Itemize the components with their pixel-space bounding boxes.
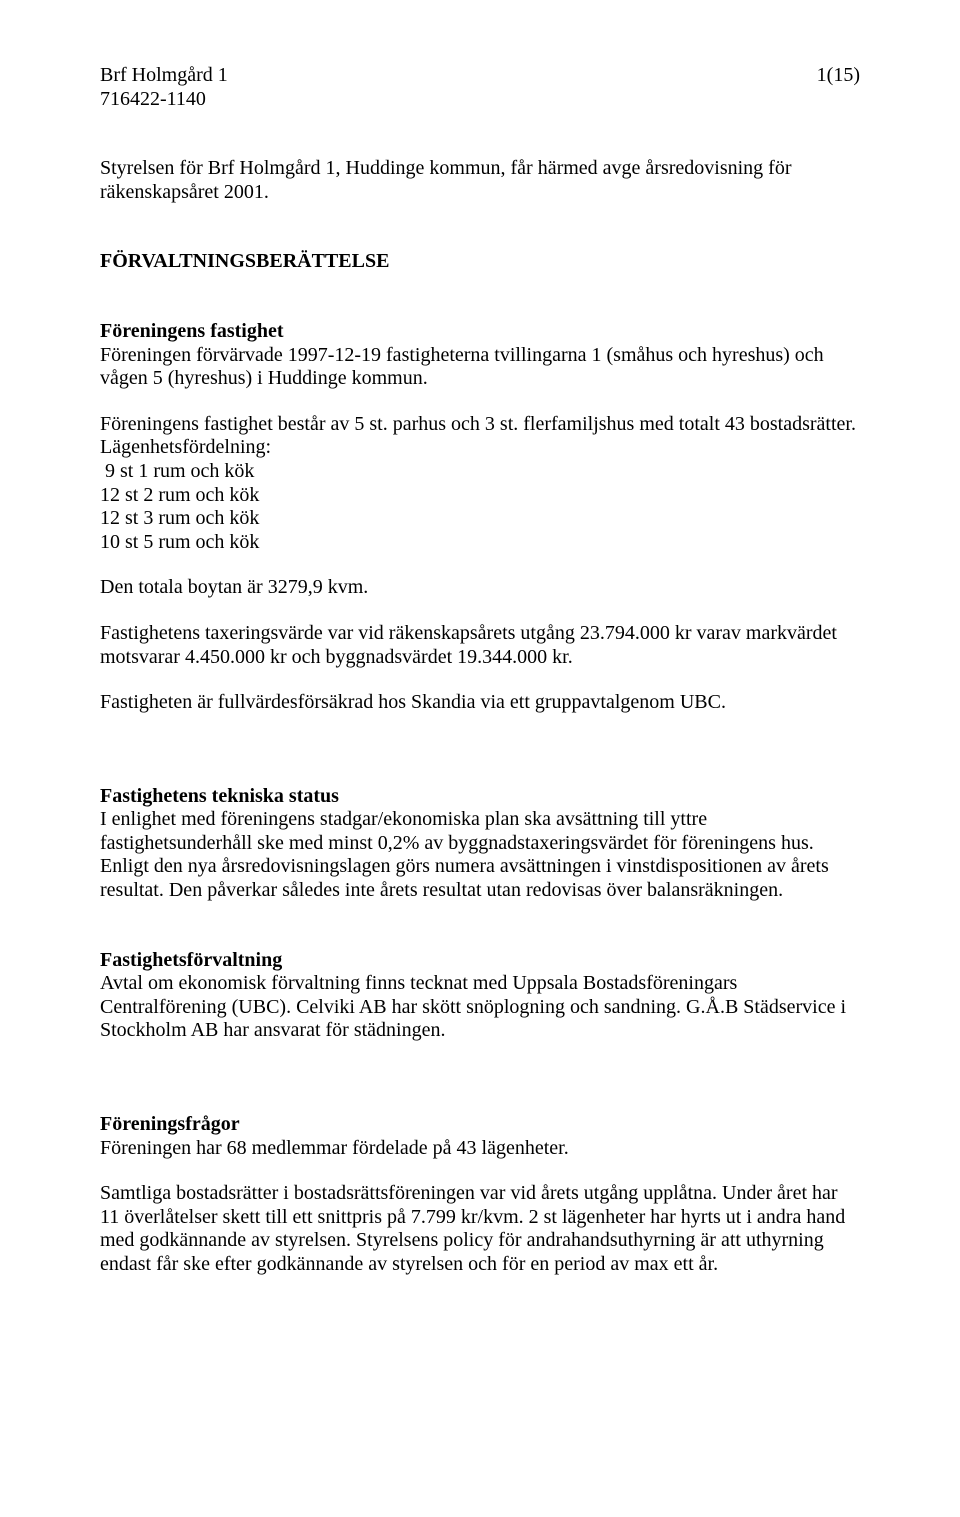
list-item: 10 st 5 rum och kök — [100, 531, 860, 555]
section-foreningsfragor-p1: Föreningen har 68 medlemmar fördelade på… — [100, 1137, 860, 1161]
section-fastighet-p6: Fastigheten är fullvärdesförsäkrad hos S… — [100, 691, 860, 715]
section-fastighet-block3: Den totala boytan är 3279,9 kvm. — [100, 576, 860, 600]
org-block: Brf Holmgård 1 716422-1140 — [100, 64, 228, 111]
section-fastighet-p5: Fastighetens taxeringsvärde var vid räke… — [100, 622, 860, 669]
section-foreningsfragor: Föreningsfrågor Föreningen har 68 medlem… — [100, 1113, 860, 1160]
section-forvaltning: Fastighetsförvaltning Avtal om ekonomisk… — [100, 949, 860, 1043]
section-foreningsfragor-heading: Föreningsfrågor — [100, 1113, 860, 1137]
section-fastighet-p1: Föreningen förvärvade 1997-12-19 fastigh… — [100, 344, 860, 391]
section-teknisk: Fastighetens tekniska status I enlighet … — [100, 785, 860, 903]
list-item: 9 st 1 rum och kök — [100, 460, 860, 484]
main-heading-block: FÖRVALTNINGSBERÄTTELSE — [100, 250, 860, 274]
section-fastighet: Föreningens fastighet Föreningen förvärv… — [100, 320, 860, 391]
org-number: 716422-1140 — [100, 88, 228, 112]
section-fastighet-p3: Lägenhetsfördelning: — [100, 436, 860, 460]
page-header: Brf Holmgård 1 716422-1140 1(15) — [100, 64, 860, 111]
list-item: 12 st 3 rum och kök — [100, 507, 860, 531]
section-teknisk-p1: I enlighet med föreningens stadgar/ekono… — [100, 808, 860, 902]
section-fastighet-p4: Den totala boytan är 3279,9 kvm. — [100, 576, 860, 600]
list-item: 12 st 2 rum och kök — [100, 484, 860, 508]
section-fastighet-block4: Fastighetens taxeringsvärde var vid räke… — [100, 622, 860, 669]
section-forvaltning-p1: Avtal om ekonomisk förvaltning finns tec… — [100, 972, 860, 1043]
section-fastighet-block5: Fastigheten är fullvärdesförsäkrad hos S… — [100, 691, 860, 715]
apartment-list: 9 st 1 rum och kök 12 st 2 rum och kök 1… — [100, 460, 860, 554]
intro-text: Styrelsen för Brf Holmgård 1, Huddinge k… — [100, 157, 860, 204]
section-foreningsfragor-p2: Samtliga bostadsrätter i bostadsrättsför… — [100, 1182, 860, 1276]
page-indicator: 1(15) — [817, 64, 860, 111]
section-fastighet-block2: Föreningens fastighet består av 5 st. pa… — [100, 413, 860, 555]
section-forvaltning-heading: Fastighetsförvaltning — [100, 949, 860, 973]
section-teknisk-heading: Fastighetens tekniska status — [100, 785, 860, 809]
section-foreningsfragor-block2: Samtliga bostadsrätter i bostadsrättsför… — [100, 1182, 860, 1276]
intro-block: Styrelsen för Brf Holmgård 1, Huddinge k… — [100, 157, 860, 204]
main-heading: FÖRVALTNINGSBERÄTTELSE — [100, 250, 860, 274]
org-name: Brf Holmgård 1 — [100, 64, 228, 88]
section-fastighet-p2: Föreningens fastighet består av 5 st. pa… — [100, 413, 860, 437]
document-page: Brf Holmgård 1 716422-1140 1(15) Styrels… — [0, 0, 960, 1517]
section-fastighet-heading: Föreningens fastighet — [100, 320, 860, 344]
